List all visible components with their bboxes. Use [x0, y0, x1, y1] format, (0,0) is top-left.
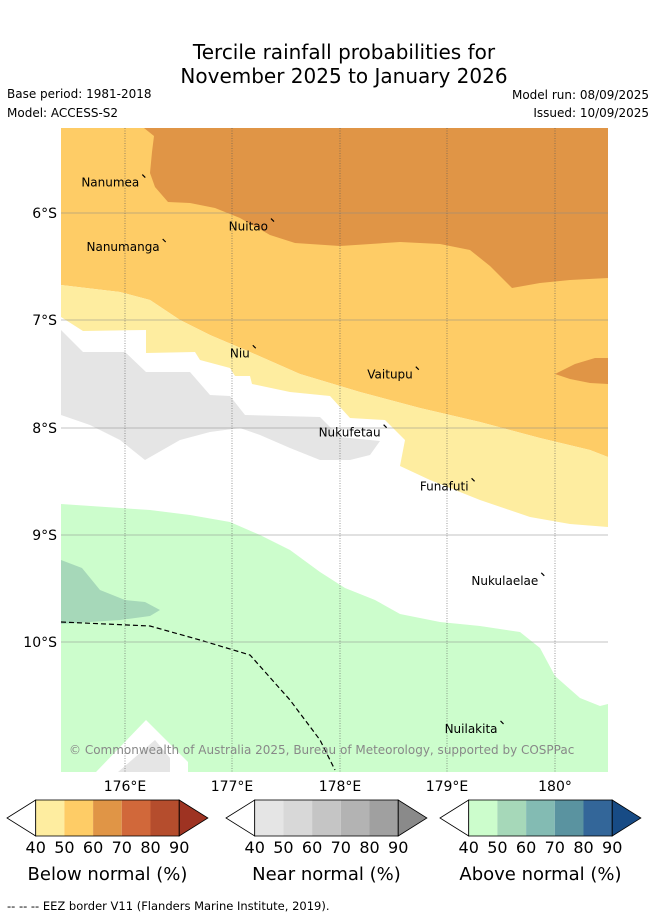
colorbar-tick-label: 40	[459, 838, 479, 857]
colorbar-segment	[583, 800, 613, 836]
colorbar-title: Above normal (%)	[459, 864, 621, 885]
base-period: Base period: 1981-2018	[7, 87, 152, 101]
island-label: Nukufetau	[319, 426, 381, 440]
below-normal-60-region	[144, 128, 608, 288]
colorbar-title: Near normal (%)	[252, 864, 401, 885]
lon-tick-label: 178°E	[319, 779, 362, 795]
map-title: Tercile rainfall probabilities for Novem…	[0, 40, 655, 88]
colorbar-segment	[312, 800, 341, 836]
lon-tick-label: 179°E	[426, 779, 469, 795]
colorbar-extend-low	[225, 799, 256, 837]
island-marker	[141, 174, 146, 179]
colorbar: 40 50 60 70 80 90 Above normal (%)	[439, 799, 642, 885]
colorbar-tick-label: 70	[545, 838, 565, 857]
island-label: Nanumanga	[87, 240, 160, 254]
model-name: Model: ACCESS-S2	[7, 106, 119, 120]
colorbar-segment	[254, 800, 284, 836]
colorbar-segment	[369, 800, 399, 836]
colorbar-tick-label: 90	[388, 838, 408, 857]
colorbar-extend-high	[611, 799, 642, 837]
island-marker	[500, 720, 504, 725]
island-label: Funafuti	[420, 479, 469, 493]
island-marker	[252, 344, 257, 349]
colorbars: 40 50 60 70 80 90 Below normal (%) 40 50 60 70 80 90…	[6, 799, 642, 885]
colorbar-tick-label: 60	[516, 838, 536, 857]
colorbar-segment	[468, 800, 498, 836]
colorbar-segment	[121, 800, 151, 836]
eez-footnote: -- -- -- EEZ border V11 (Flanders Marine…	[7, 899, 330, 913]
colorbar-tick-label: 50	[487, 838, 507, 857]
issued-date: Issued: 10/09/2025	[533, 106, 649, 120]
copyright-text: © Commonwealth of Australia 2025, Bureau…	[69, 743, 574, 757]
island-label: Niu	[230, 346, 250, 360]
island-label: Nukulaelae	[471, 574, 538, 588]
colorbar-tick-label: 90	[602, 838, 622, 857]
near-normal-notch	[118, 740, 170, 772]
colorbar-tick-label: 70	[331, 838, 351, 857]
colorbar-segment	[64, 800, 94, 836]
island-marker	[162, 238, 167, 243]
colorbar-tick-label: 50	[273, 838, 293, 857]
title-line-2: November 2025 to January 2026	[180, 64, 508, 88]
below-normal-40-region	[61, 285, 608, 527]
colorbar-title: Below normal (%)	[28, 864, 188, 885]
colorbar-tick-label: 50	[54, 838, 74, 857]
colorbar: 40 50 60 70 80 90 Below normal (%)	[6, 799, 209, 885]
island-marker	[540, 572, 545, 577]
colorbar-segment	[497, 800, 527, 836]
lon-tick-label: 176°E	[104, 779, 147, 795]
island-label: Nuitao	[229, 220, 268, 234]
colorbar-segment	[340, 800, 370, 836]
colorbar-tick-label: 90	[169, 838, 189, 857]
lat-tick-label: 6°S	[32, 206, 57, 222]
colorbar-outline	[468, 799, 613, 837]
colorbar-tick-label: 80	[573, 838, 593, 857]
near-normal-40-region	[61, 330, 380, 460]
colorbar-extend-low	[439, 799, 470, 837]
colorbar-outline	[254, 799, 399, 837]
below-normal-60-region-east	[555, 358, 608, 384]
colorbar-tick-label: 40	[26, 838, 46, 857]
lat-tick-label: 8°S	[32, 421, 57, 437]
island-marker	[415, 366, 420, 371]
above-normal-40-region	[61, 504, 608, 772]
island-label: Nuilakita	[445, 722, 498, 736]
colorbar-segment	[283, 800, 313, 836]
island-marker	[383, 424, 388, 429]
colorbar-extend-high	[178, 799, 209, 837]
colorbar-outline	[35, 799, 180, 837]
colorbar-segment	[150, 800, 180, 836]
colorbar-tick-label: 80	[140, 838, 160, 857]
island-marker	[270, 218, 275, 223]
lat-tick-label: 10°S	[23, 635, 57, 651]
colorbar-segment	[93, 800, 122, 836]
colorbar-segment	[35, 800, 65, 836]
colorbar-tick-label: 80	[359, 838, 379, 857]
island-label: Nanumea	[81, 176, 139, 190]
above-normal-50-region	[61, 560, 160, 624]
colorbar-segment	[554, 800, 584, 836]
lon-tick-label: 177°E	[211, 779, 254, 795]
colorbar-extend-low	[6, 799, 37, 837]
eez-border	[61, 621, 336, 771]
colorbar: 40 50 60 70 80 90 Near normal (%)	[225, 799, 428, 885]
colorbar-segment	[526, 800, 555, 836]
island-label: Vaitupu	[367, 368, 413, 382]
lat-tick-label: 9°S	[32, 528, 57, 544]
colorbar-tick-label: 60	[302, 838, 322, 857]
model-run: Model run: 08/09/2025	[511, 88, 649, 102]
title-line-1: Tercile rainfall probabilities for	[192, 40, 496, 64]
places-layer: Nanumea Nuitao Nanumanga Niu Vaitupu Nukufeta…	[81, 174, 545, 736]
colorbar-tick-label: 60	[83, 838, 103, 857]
colorbar-tick-label: 40	[245, 838, 265, 857]
map-area: Nanumea Nuitao Nanumanga Niu Vaitupu Nukufeta…	[61, 128, 608, 772]
island-marker	[471, 477, 475, 482]
graticule	[61, 128, 608, 772]
lat-tick-label: 7°S	[32, 313, 57, 329]
colorbar-extend-high	[397, 799, 428, 837]
colorbar-tick-label: 70	[112, 838, 132, 857]
lon-tick-label: 180°	[538, 779, 572, 795]
